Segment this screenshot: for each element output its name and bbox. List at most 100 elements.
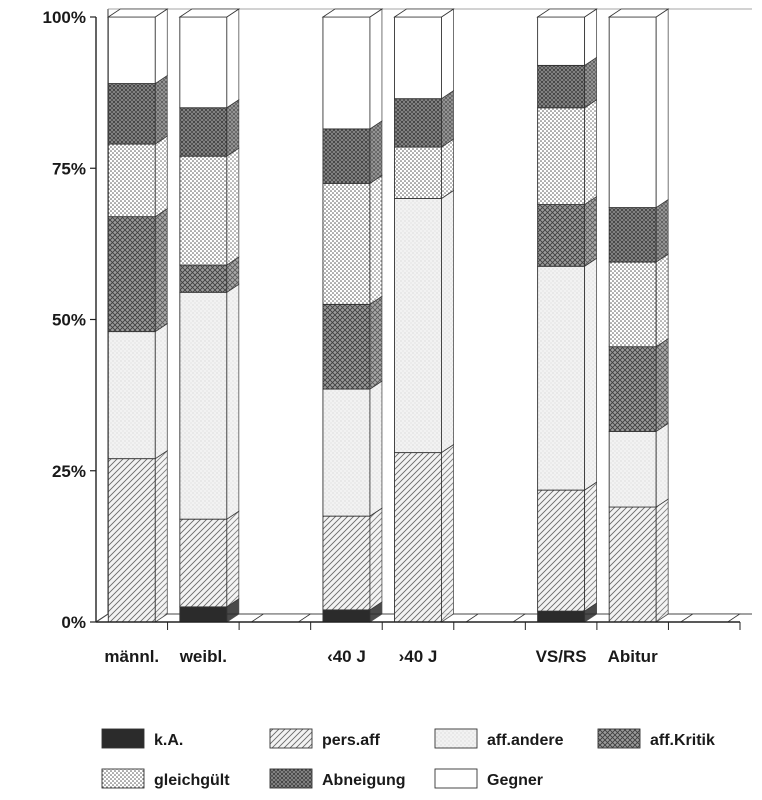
legend-swatch <box>434 728 478 749</box>
bar-segment-aff-andere <box>537 265 586 491</box>
bar-side-gleichgült <box>584 99 598 206</box>
bar-segment-gleichgült <box>179 155 228 266</box>
legend-item-aff-andere: aff.andere <box>434 728 564 749</box>
bar-stacks <box>106 8 742 623</box>
bar-top-face <box>464 613 527 623</box>
bar-segment-gegner <box>322 16 371 130</box>
bar-segment-aff-kritik <box>608 346 657 432</box>
bar-segment-gegner <box>107 16 156 85</box>
bar-side-aff-andere <box>584 257 598 491</box>
bar-segment-aff-kritik <box>107 216 156 333</box>
legend-swatch <box>597 728 641 749</box>
legend-item-gegner: Gegner <box>434 768 543 789</box>
y-tick-label: 100% <box>43 8 86 27</box>
legend-label: aff.Kritik <box>650 732 715 749</box>
bar-segment-aff-andere <box>179 291 228 520</box>
bar-segment-aff-kritik <box>179 264 228 293</box>
bar-side-aff-kritik <box>584 195 598 268</box>
bar-segment-aff-kritik <box>322 303 371 390</box>
bar-segment-pers-aff <box>322 515 371 611</box>
bar-side-abneigung <box>655 198 669 263</box>
y-tick-label: 50% <box>52 311 86 330</box>
bar-top-face <box>106 8 169 18</box>
bar-top-face <box>250 613 312 623</box>
bar-side-gegner <box>655 8 669 209</box>
bar-side-pers-aff <box>369 507 383 611</box>
legend-item-abneigung: Abneigung <box>269 768 406 789</box>
x-tick-label: weibl. <box>179 647 227 666</box>
legend-item-pers-aff: pers.aff <box>269 728 380 749</box>
bar-top-face <box>321 8 384 18</box>
bar-side-aff-andere <box>655 422 669 508</box>
bar-side-aff-andere <box>441 189 454 454</box>
bar-segment-aff-andere <box>608 430 657 508</box>
bar-top-face <box>536 8 598 18</box>
x-axis: männl. weibl. ‹40 J ›40 J VS/RS Abitur <box>96 621 741 666</box>
bar-side-gegner <box>226 8 240 109</box>
bar-side-gegner <box>154 8 168 85</box>
bar-side-pers-aff <box>154 449 168 623</box>
bar-side-gleichgült <box>226 147 240 266</box>
legend-item-k-a: k.A. <box>101 728 183 749</box>
legend-swatch <box>101 768 145 789</box>
bar-side-abneigung <box>226 99 240 157</box>
bar-side-gleichgült <box>369 174 383 306</box>
bar-segment-abneigung <box>608 207 657 263</box>
bar-segment-aff-andere <box>107 331 156 460</box>
bar-top-face <box>679 613 742 623</box>
bar-segment-abneigung <box>179 107 228 157</box>
legend-label: pers.aff <box>322 732 380 749</box>
x-tick-label: ›40 J <box>399 647 438 666</box>
bar-segment-pers-aff <box>608 506 657 623</box>
bar-top-face <box>393 8 455 18</box>
bar-segment-k-a <box>537 610 586 623</box>
bar-side-aff-andere <box>154 322 168 460</box>
bar-segment-gleichgült <box>322 182 371 305</box>
legend-label: k.A. <box>154 732 183 749</box>
bar-stack-abitur <box>607 8 670 623</box>
x-tick-label: VS/RS <box>536 647 587 666</box>
bar-side-abneigung <box>584 56 598 109</box>
bar-segment-abneigung <box>107 83 156 145</box>
legend-swatch <box>101 728 145 749</box>
bar-segment-abneigung <box>322 128 371 184</box>
bar-side-aff-kritik <box>369 295 383 390</box>
bar-stack-männl <box>106 8 169 623</box>
bar-segment-gegner <box>394 16 442 100</box>
bar-segment-aff-kritik <box>537 204 586 267</box>
bar-segment-pers-aff <box>179 518 228 608</box>
bar-top-face <box>607 8 670 18</box>
x-tick-label: männl. <box>104 647 159 666</box>
bar-segment-pers-aff <box>107 458 156 623</box>
bar-side-pers-aff <box>441 443 454 623</box>
bar-side-gleichgült <box>154 135 168 218</box>
bar-segment-abneigung <box>394 98 442 148</box>
legend-label: Gegner <box>487 772 543 789</box>
x-tick-label: Abitur <box>608 647 658 666</box>
bar-segment-gegner <box>537 16 586 66</box>
bar-stack-vs-rs <box>536 8 598 623</box>
bar-segment-abneigung <box>537 64 586 109</box>
bar-side-pers-aff <box>584 481 598 612</box>
bar-segment-k-a <box>179 606 228 623</box>
legend-label: Abneigung <box>322 772 406 789</box>
x-tick-label: ‹40 J <box>327 647 366 666</box>
bar-side-aff-kritik <box>154 207 168 333</box>
y-tick-label: 0% <box>61 613 86 632</box>
bar-segment-gleichgült <box>107 143 156 218</box>
bar-stack-40-j <box>393 8 455 623</box>
legend-item-gleichgült: gleichgült <box>101 768 230 789</box>
bar-side-aff-andere <box>226 283 240 520</box>
bar-side-pers-aff <box>226 510 240 608</box>
bar-side-abneigung <box>154 74 168 145</box>
bar-segment-pers-aff <box>394 452 442 623</box>
y-axis: 0% 25% 50% 75% 100% <box>43 8 97 632</box>
y-tick-label: 75% <box>52 159 86 178</box>
legend: k.A. pers.aff aff.andere aff.Kritik gleichgü… <box>101 728 715 789</box>
bar-segment-aff-andere <box>322 388 371 517</box>
legend-swatch <box>434 768 478 789</box>
bar-segment-gegner <box>608 16 657 209</box>
bar-stack-empty-2 <box>250 613 312 623</box>
